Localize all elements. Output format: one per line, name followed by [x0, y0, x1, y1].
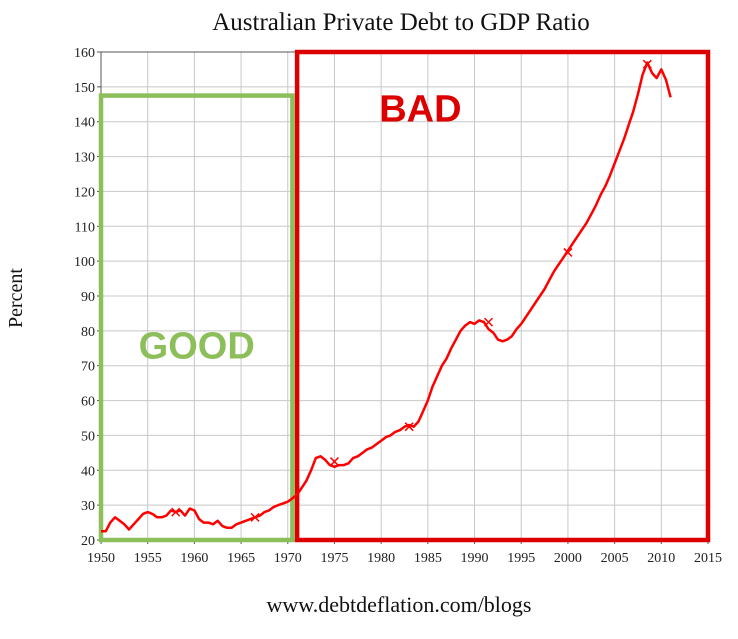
y-tick-label: 110: [75, 220, 95, 235]
y-tick-label: 50: [81, 429, 95, 444]
y-tick-label: 40: [81, 464, 95, 479]
x-tick-label: 2005: [601, 551, 629, 566]
y-tick-label: 80: [81, 325, 95, 340]
annotation-boxes: GOOD BAD: [98, 49, 711, 543]
y-tick-label: 100: [74, 255, 95, 270]
y-tick-label: 20: [81, 534, 95, 549]
x-tick-label: 1995: [507, 551, 535, 566]
y-axis-ticks: 20 30 40 50 60 70 80 90 100 110 120 130 140 150 160: [74, 46, 101, 549]
x-tick-label: 1980: [367, 551, 395, 566]
x-tick-label: 1950: [87, 551, 115, 566]
annotation-label-bad: BAD: [379, 89, 461, 131]
x-tick-label: 1985: [414, 551, 442, 566]
series-marker: [329, 457, 339, 467]
x-tick-label: 1970: [274, 551, 302, 566]
x-tick-label: 2010: [647, 551, 675, 566]
y-tick-label: 90: [81, 290, 95, 305]
series-marker: [642, 59, 652, 69]
y-tick-label: 140: [74, 116, 95, 131]
annotation-box-good: [98, 93, 295, 543]
y-tick-label: 130: [74, 151, 95, 166]
x-tick-label: 1990: [461, 551, 489, 566]
series-marker: [404, 422, 414, 432]
y-axis-label: Percent: [5, 268, 27, 328]
y-tick-label: 120: [74, 185, 95, 200]
x-tick-label: 2015: [694, 551, 722, 566]
chart-title: Australian Private Debt to GDP Ratio: [212, 9, 590, 36]
x-axis-ticks: 1950 1955 1960 1965 1970 1975 1980 1985 1990 1995…: [87, 540, 722, 566]
y-tick-label: 160: [74, 46, 95, 61]
y-tick-label: 60: [81, 395, 95, 410]
x-tick-label: 2000: [554, 551, 582, 566]
x-tick-label: 1955: [134, 551, 162, 566]
y-tick-label: 150: [74, 81, 95, 96]
y-tick-label: 30: [81, 499, 95, 514]
series-marker: [484, 317, 494, 327]
source-url-text: www.debtdeflation.com/blogs: [267, 592, 532, 617]
x-tick-label: 1965: [227, 551, 255, 566]
series-marker: [171, 507, 181, 517]
x-tick-label: 1960: [180, 551, 208, 566]
series-marker: [250, 512, 260, 522]
x-tick-label: 1975: [320, 551, 348, 566]
series-markers: [171, 59, 652, 522]
y-tick-label: 70: [81, 360, 95, 375]
annotation-label-good: GOOD: [139, 326, 255, 368]
series-marker: [563, 247, 573, 257]
series-line-private-debt: [101, 61, 672, 533]
annotation-box-bad: [294, 49, 711, 543]
